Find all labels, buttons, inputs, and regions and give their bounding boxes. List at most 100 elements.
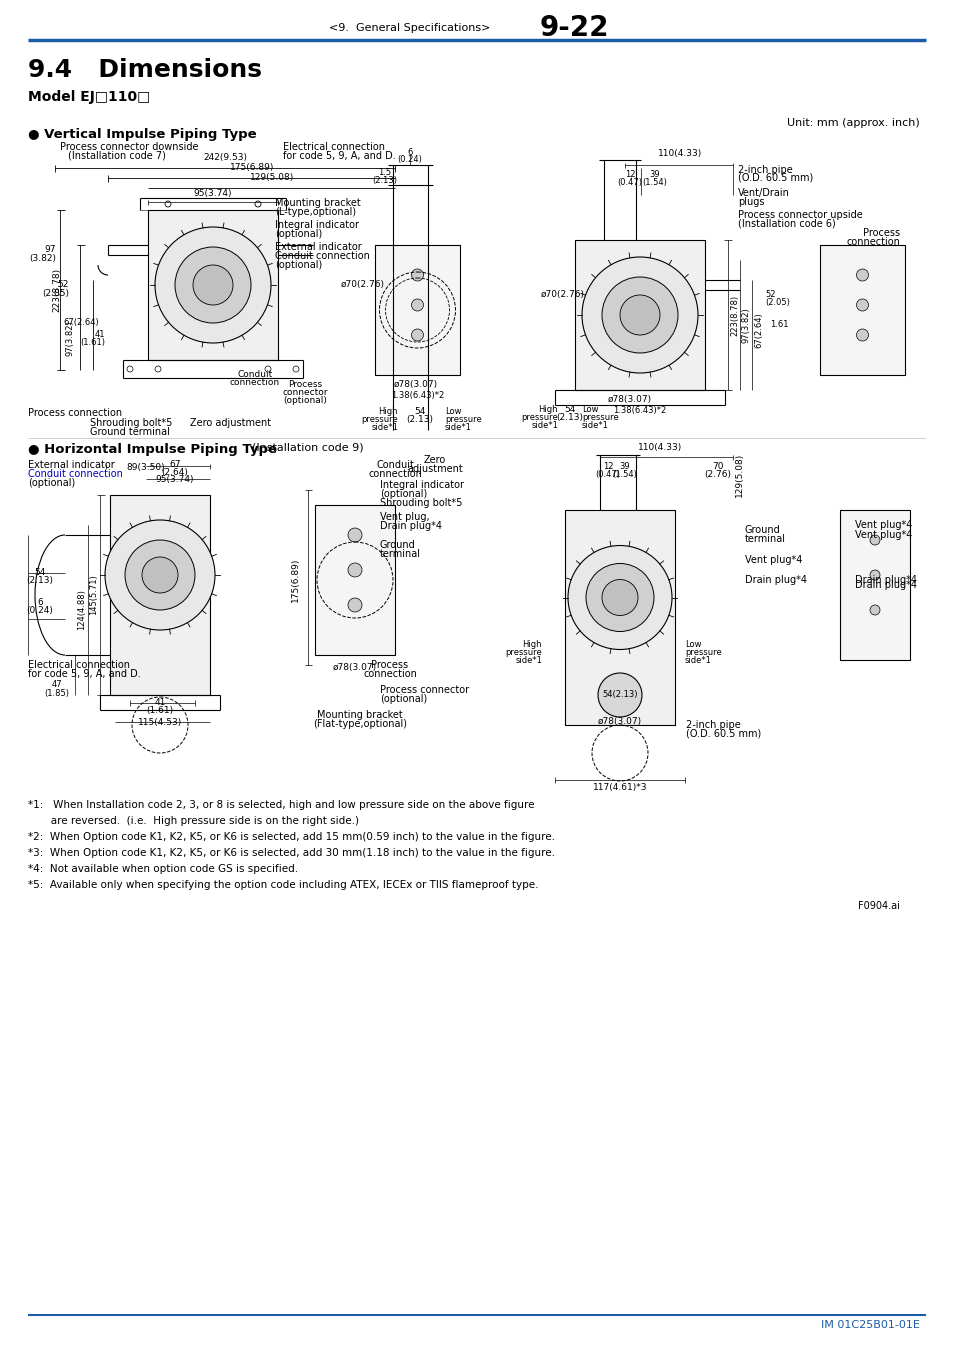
Text: (Installation code 7): (Installation code 7)	[68, 151, 166, 161]
Text: Mounting bracket: Mounting bracket	[274, 198, 360, 208]
Text: (0.24): (0.24)	[27, 606, 53, 616]
Text: ● Vertical Impulse Piping Type: ● Vertical Impulse Piping Type	[28, 128, 256, 140]
Text: Process connection: Process connection	[28, 408, 122, 418]
Text: side*1: side*1	[684, 656, 711, 666]
Bar	[564, 510, 675, 725]
Circle shape	[856, 269, 867, 281]
Text: Conduit: Conduit	[375, 460, 414, 470]
Text: connection: connection	[368, 468, 421, 479]
Text: Integral indicator: Integral indicator	[379, 481, 463, 490]
Text: (optional): (optional)	[379, 694, 427, 703]
Text: High: High	[537, 405, 558, 414]
Circle shape	[869, 605, 879, 616]
Text: Process: Process	[288, 379, 322, 389]
Text: F0904.ai: F0904.ai	[858, 900, 899, 911]
Text: External indicator: External indicator	[28, 460, 114, 470]
Text: 117(4.61)*3: 117(4.61)*3	[592, 783, 646, 792]
Text: Ground: Ground	[744, 525, 780, 535]
Text: High: High	[378, 406, 397, 416]
Text: (Installation code 9): (Installation code 9)	[252, 443, 363, 454]
Circle shape	[142, 558, 178, 593]
Text: Vent plug*4: Vent plug*4	[744, 555, 801, 566]
Text: pressure: pressure	[684, 648, 721, 657]
Text: ● Horizontal Impulse Piping Type: ● Horizontal Impulse Piping Type	[28, 443, 276, 456]
Text: IM 01C25B01-01E: IM 01C25B01-01E	[821, 1320, 919, 1330]
Circle shape	[411, 298, 423, 311]
Text: Zero: Zero	[423, 455, 446, 464]
Text: 1.61: 1.61	[769, 320, 788, 329]
Text: 54(2.13): 54(2.13)	[601, 690, 638, 699]
Text: pressure: pressure	[505, 648, 541, 657]
Bar	[375, 244, 459, 375]
Text: (2.76): (2.76)	[703, 470, 731, 479]
Text: terminal: terminal	[744, 535, 785, 544]
Text: Process connector downside: Process connector downside	[60, 142, 198, 153]
Text: *5:  Available only when specifying the option code including ATEX, IECEx or TII: *5: Available only when specifying the o…	[28, 880, 537, 890]
Text: (Installation code 6): (Installation code 6)	[738, 219, 835, 230]
Text: are reversed.  (i.e.  High pressure side is on the right side.): are reversed. (i.e. High pressure side i…	[28, 815, 358, 826]
Text: side*1: side*1	[371, 423, 397, 432]
Circle shape	[105, 520, 214, 630]
Text: High: High	[522, 640, 541, 649]
Text: pressure: pressure	[520, 413, 558, 423]
Circle shape	[348, 598, 361, 612]
Text: 67(2.64): 67(2.64)	[63, 319, 99, 327]
Text: Vent plug*4: Vent plug*4	[854, 531, 911, 540]
Text: 95(3.74): 95(3.74)	[155, 475, 194, 485]
Text: 9-22: 9-22	[539, 14, 609, 42]
Text: External indicator: External indicator	[274, 242, 361, 252]
Text: 54: 54	[34, 568, 46, 576]
Text: Electrical connection: Electrical connection	[28, 660, 130, 670]
Text: connection: connection	[845, 238, 899, 247]
Text: 52: 52	[764, 290, 775, 298]
Text: 223(8.78): 223(8.78)	[52, 267, 61, 312]
Text: Conduit connection: Conduit connection	[28, 468, 123, 479]
Text: (0.47): (0.47)	[617, 178, 641, 188]
Text: Electrical connection: Electrical connection	[283, 142, 385, 153]
Circle shape	[174, 247, 251, 323]
Text: ø78(3.07): ø78(3.07)	[607, 396, 652, 404]
Circle shape	[601, 579, 638, 616]
Text: 41: 41	[154, 698, 166, 707]
Text: 129(5.08): 129(5.08)	[734, 452, 743, 497]
Text: Unit: mm (approx. inch): Unit: mm (approx. inch)	[786, 117, 919, 128]
Circle shape	[348, 563, 361, 576]
Text: 67: 67	[169, 460, 180, 468]
Text: for code 5, 9, A, and D.: for code 5, 9, A, and D.	[28, 670, 141, 679]
Text: plugs: plugs	[738, 197, 763, 207]
Text: 110(4.33): 110(4.33)	[658, 148, 701, 158]
Text: Process: Process	[862, 228, 899, 238]
Text: side*1: side*1	[515, 656, 541, 666]
Text: connection: connection	[363, 670, 416, 679]
Text: Process connector: Process connector	[379, 684, 469, 695]
Text: 6: 6	[407, 148, 413, 157]
Text: 47: 47	[51, 680, 62, 688]
Text: 242(9.53): 242(9.53)	[203, 153, 247, 162]
Text: 54: 54	[414, 406, 425, 416]
Text: (0.24): (0.24)	[397, 155, 422, 163]
Text: (0.47): (0.47)	[595, 470, 619, 479]
Text: for code 5, 9, A, and D.: for code 5, 9, A, and D.	[283, 151, 395, 161]
Text: 2-inch pipe: 2-inch pipe	[685, 720, 740, 730]
Text: 223(8.78): 223(8.78)	[729, 294, 739, 336]
Bar	[314, 505, 395, 655]
Text: Drain plug*4: Drain plug*4	[854, 575, 916, 585]
Circle shape	[581, 256, 698, 373]
Text: pressure: pressure	[581, 413, 618, 423]
Text: 95(3.74): 95(3.74)	[193, 189, 232, 198]
Text: (optional): (optional)	[379, 489, 427, 500]
Text: side*1: side*1	[581, 421, 608, 431]
Text: (2.64): (2.64)	[161, 468, 189, 477]
Bar	[110, 495, 210, 695]
Text: (2.13): (2.13)	[372, 176, 397, 185]
Text: Low: Low	[581, 405, 598, 414]
Circle shape	[619, 296, 659, 335]
Text: Mounting bracket: Mounting bracket	[316, 710, 402, 720]
Text: (2.05): (2.05)	[764, 298, 789, 306]
Text: Ground: Ground	[379, 540, 416, 549]
Text: connection: connection	[230, 378, 280, 387]
Text: (Flat-type,optional): (Flat-type,optional)	[313, 720, 407, 729]
Text: (2.13): (2.13)	[406, 414, 433, 424]
Text: 12: 12	[602, 462, 613, 471]
Text: 145(5.71): 145(5.71)	[89, 575, 98, 616]
